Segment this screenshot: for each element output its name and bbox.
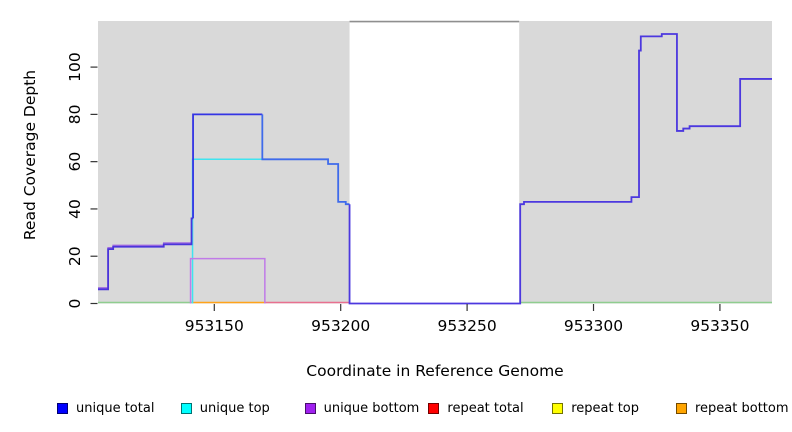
x-tick-label: 953250 [438,317,497,335]
series-line-unique-total-right- [348,33,772,305]
x-tick-label: 953150 [185,317,244,335]
series-line-unique-total-left- [98,217,194,291]
x-tick-label: 953300 [564,317,623,335]
y-tick-label: 80 [66,105,84,125]
x-tick-label: 953350 [690,317,749,335]
series-line-unique-total-descent- [261,114,350,206]
series-line-unique-total-plateau- [192,113,263,219]
y-tick-label: 100 [66,52,84,82]
y-tick-label: 60 [66,152,84,172]
y-axis-title: Read Coverage Depth [21,69,39,241]
x-tick-label: 953200 [311,317,370,335]
x-axis-title: Coordinate in Reference Genome [306,362,564,380]
no-data-gap-region [349,21,520,304]
y-tick-label: 0 [66,299,84,309]
y-tick-label: 40 [66,199,84,219]
series-line-unique-bottom [189,257,266,304]
y-tick-label: 20 [66,246,84,266]
